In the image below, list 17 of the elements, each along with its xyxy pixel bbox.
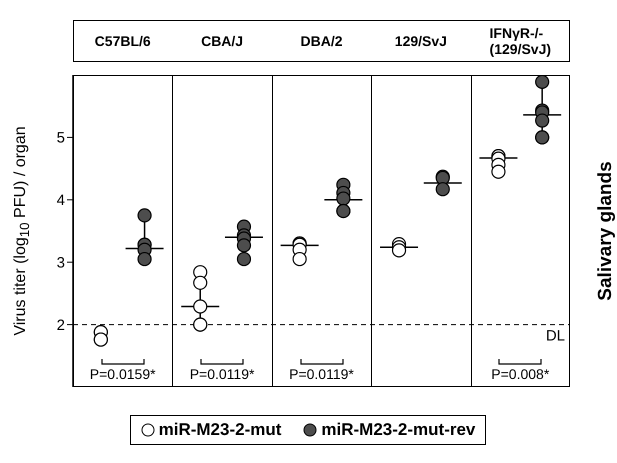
y-tick-label: 3 <box>56 254 65 272</box>
ref-line-label: DL <box>546 327 565 344</box>
x-tick-label: CBA/J <box>200 32 244 51</box>
x-tick-label: C57BL/6 <box>94 32 152 51</box>
x-tick-label: IFNγR-/- (129/SvJ) <box>488 24 552 59</box>
y-tick-label: 5 <box>56 130 65 147</box>
x-tick-label: DBA/2 <box>299 32 344 51</box>
text: Salivary glands <box>595 161 617 301</box>
annotation: P=0.0119* <box>288 366 355 382</box>
annotation: P=0.0159* <box>88 366 157 382</box>
legend-label: miR-M23-2-mut-rev <box>321 420 476 440</box>
annotation: P=0.0119* <box>188 366 256 382</box>
x-tick-label: 129/SvJ <box>394 32 448 51</box>
annotation: P=0.008* <box>490 366 550 382</box>
legend-label: miR-M23-2-mut <box>158 420 282 440</box>
y-tick-label: 4 <box>56 192 65 210</box>
y-tick-label: 2 <box>56 316 65 334</box>
